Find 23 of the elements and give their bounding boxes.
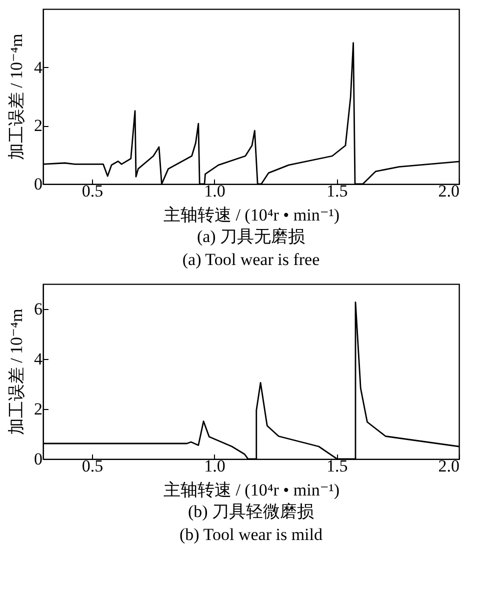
x-tick-label: 2.0 <box>438 456 460 476</box>
y-tick-label: 4 <box>34 350 43 368</box>
y-tick-label: 2 <box>34 400 42 418</box>
y-tick-label: 0 <box>34 174 42 194</box>
y-tick-label: 0 <box>34 450 42 468</box>
x-axis-title: 主轴转速 / (10⁴r • min⁻¹) <box>163 480 340 500</box>
y-axis-title: 加工误差 / 10⁻⁴m <box>7 308 26 436</box>
x-tick-label: 1.0 <box>204 456 226 476</box>
text: (a) 刀具无磨损 <box>196 227 306 246</box>
y-tick-label: 4 <box>34 58 43 77</box>
y-axis-title: 加工误差 / 10⁻⁴m <box>7 34 26 160</box>
x-tick-label: 0.5 <box>82 182 104 200</box>
x-tick-label: 0.5 <box>82 456 104 476</box>
text: (b) Tool wear is mild <box>180 525 323 544</box>
text: (b) 刀具轻微磨损 <box>188 502 314 521</box>
text: (a) Tool wear is free <box>182 250 320 269</box>
x-tick-label: 1.5 <box>326 182 348 200</box>
y-tick-label: 6 <box>34 300 42 318</box>
x-axis-title: 主轴转速 / (10⁴r • min⁻¹) <box>163 206 340 224</box>
x-tick-label: 2.0 <box>438 182 460 200</box>
y-tick-label: 2 <box>34 116 42 136</box>
x-tick-label: 1.0 <box>204 182 226 200</box>
x-tick-label: 1.5 <box>326 456 348 476</box>
